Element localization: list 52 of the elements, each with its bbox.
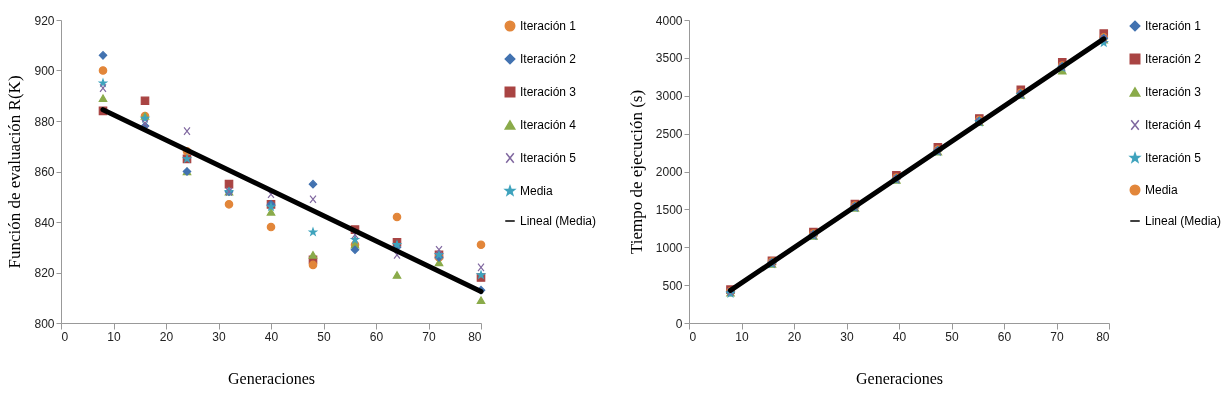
- legend-label: Media: [520, 184, 554, 198]
- legend-label: Media: [1145, 183, 1179, 197]
- y-axis-title: Función de evaluación R(K): [5, 75, 25, 269]
- y-tick-label: 880: [34, 114, 55, 129]
- y-tick-label: 820: [34, 266, 55, 280]
- x-tick-label: 10: [107, 329, 121, 344]
- x-tick-label: 20: [787, 329, 802, 344]
- y-tick-label: 3500: [655, 51, 683, 66]
- x-axis-title: Generaciones: [855, 369, 944, 387]
- x-tick-label: 60: [997, 329, 1012, 344]
- x-tick-label: 30: [212, 329, 226, 344]
- legend-label: Iteración 4: [520, 118, 577, 132]
- x-tick-label: 80: [468, 329, 482, 344]
- y-axis-title: Tiempo de ejecución (s): [626, 89, 646, 255]
- y-tick-label: 2500: [655, 127, 683, 142]
- legend-label: Iteración 1: [520, 19, 577, 33]
- x-tick-label: 70: [1050, 329, 1064, 344]
- y-tick-label: 920: [34, 13, 55, 28]
- x-tick-label: 50: [317, 329, 331, 344]
- legend-label: Iteración 1: [1145, 19, 1202, 33]
- y-tick-label: 860: [34, 165, 55, 179]
- y-tick-label: 1500: [655, 202, 683, 217]
- x-tick-label: 70: [422, 329, 436, 344]
- x-tick-label: 40: [892, 329, 907, 344]
- y-tick-label: 800: [34, 316, 55, 331]
- y-tick-label: 0: [675, 316, 683, 331]
- y-tick-label: 1000: [655, 240, 683, 255]
- x-tick-label: 10: [735, 329, 749, 344]
- y-tick-label: 840: [34, 215, 55, 230]
- x-tick-label: 20: [159, 329, 174, 344]
- legend-label: Iteración 4: [1145, 118, 1202, 132]
- y-tick-label: 500: [662, 278, 683, 293]
- legend-label: Iteración 2: [1145, 52, 1202, 66]
- x-tick-label: 60: [369, 329, 384, 344]
- legend-label: Lineal (Media): [1145, 214, 1222, 228]
- x-tick-label: 30: [840, 329, 854, 344]
- legend-label: Iteración 3: [520, 85, 577, 99]
- y-tick-label: 3000: [655, 89, 683, 104]
- legend-label: Iteración 2: [520, 52, 577, 66]
- x-tick-label: 0: [61, 329, 69, 344]
- legend-label: Iteración 5: [1145, 151, 1202, 165]
- y-tick-label: 900: [34, 64, 55, 78]
- x-tick-label: 50: [945, 329, 959, 344]
- legend-label: Lineal (Media): [520, 214, 597, 228]
- legend-label: Iteración 3: [1145, 85, 1202, 99]
- x-tick-label: 0: [689, 329, 697, 344]
- y-tick-label: 2000: [655, 165, 683, 179]
- x-tick-label: 80: [1096, 329, 1110, 344]
- x-tick-label: 40: [264, 329, 279, 344]
- legend-label: Iteración 5: [520, 151, 577, 165]
- x-axis-title: Generaciones: [227, 369, 316, 387]
- y-tick-label: 4000: [655, 13, 683, 28]
